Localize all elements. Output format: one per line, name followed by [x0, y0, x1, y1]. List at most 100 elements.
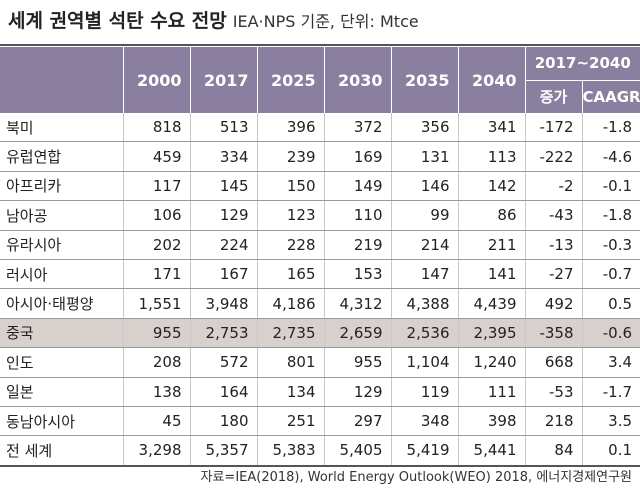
header-corner [0, 47, 124, 113]
top-rule [0, 44, 640, 46]
table-cell: 4,388 [391, 288, 459, 319]
table-cell: 99 [391, 200, 459, 231]
table-cell: 4,186 [257, 288, 325, 319]
table-cell: 5,405 [324, 435, 392, 467]
table-cell: 955 [123, 318, 191, 349]
table-cell: 134 [257, 377, 325, 407]
table-cell: 2,536 [391, 318, 459, 349]
table-cell: 2,735 [257, 318, 325, 349]
table-cell: 297 [324, 406, 392, 437]
region-name: 중국 [0, 318, 124, 349]
table-cell: -53 [525, 377, 583, 407]
table-cell: 2,753 [190, 318, 258, 349]
table-cell: 3.5 [582, 406, 640, 437]
header-year: 2017 [190, 47, 258, 113]
table-cell: -1.7 [582, 377, 640, 407]
table-cell: 224 [190, 230, 258, 260]
table-cell: 86 [458, 200, 526, 231]
table-cell: 251 [257, 406, 325, 437]
table-cell: -13 [525, 230, 583, 260]
region-name: 아프리카 [0, 171, 124, 202]
region-name: 러시아 [0, 259, 124, 290]
table-cell: 111 [458, 377, 526, 407]
table-cell: 356 [391, 113, 459, 143]
table-cell: -172 [525, 113, 583, 143]
table-cell: -0.3 [582, 230, 640, 260]
region-name: 인도 [0, 347, 124, 378]
table-cell: -27 [525, 259, 583, 290]
table-row: 동남아시아 45 180 251 297 348 398 218 3.5 [0, 406, 640, 437]
table-cell: 818 [123, 113, 191, 143]
table-cell: 131 [391, 141, 459, 172]
table-cell: 5,357 [190, 435, 258, 467]
table-cell: 145 [190, 171, 258, 202]
table-cell: -4.6 [582, 141, 640, 172]
table-row: 아프리카 117 145 150 149 146 142 -2 -0.1 [0, 171, 640, 202]
table-cell: 117 [123, 171, 191, 202]
header-year: 2000 [123, 47, 191, 113]
table-cell: -0.6 [582, 318, 640, 349]
table-cell: 153 [324, 259, 392, 290]
table-row: 중국 955 2,753 2,735 2,659 2,536 2,395 -358 -0.6 [0, 318, 640, 349]
table-cell: -1.8 [582, 200, 640, 231]
table-cell: 572 [190, 347, 258, 378]
table-cell: 150 [257, 171, 325, 202]
table-cell: 129 [190, 200, 258, 231]
header-year: 2030 [324, 47, 392, 113]
table-cell: 2,395 [458, 318, 526, 349]
table-cell: 668 [525, 347, 583, 378]
table-cell: 1,551 [123, 288, 191, 319]
table-cell: 164 [190, 377, 258, 407]
title-subtitle: IEA·NPS 기준, 단위: Mtce [232, 12, 419, 31]
header-year: 2040 [458, 47, 526, 113]
table-cell: 219 [324, 230, 392, 260]
table-cell: 492 [525, 288, 583, 319]
table-cell: 239 [257, 141, 325, 172]
coal-demand-table: 2000 2017 2025 2030 2035 2040 2017~2040 … [0, 47, 640, 467]
table-cell: 513 [190, 113, 258, 143]
region-name: 동남아시아 [0, 406, 124, 437]
table-cell: 955 [324, 347, 392, 378]
table-row: 북미 818 513 396 372 356 341 -172 -1.8 [0, 113, 640, 143]
table-cell: 2,659 [324, 318, 392, 349]
table-cell: 3,948 [190, 288, 258, 319]
region-name: 유럽연합 [0, 141, 124, 172]
table-cell: 138 [123, 377, 191, 407]
table-cell: 459 [123, 141, 191, 172]
table-row: 아시아·태평양 1,551 3,948 4,186 4,312 4,388 4,439 492… [0, 288, 640, 319]
table-cell: -222 [525, 141, 583, 172]
table-cell: 208 [123, 347, 191, 378]
table-cell: 146 [391, 171, 459, 202]
table-cell: 348 [391, 406, 459, 437]
region-name: 유라시아 [0, 230, 124, 260]
table-cell: 141 [458, 259, 526, 290]
table-row: 남아공 106 129 123 110 99 86 -43 -1.8 [0, 200, 640, 231]
table-cell: 3.4 [582, 347, 640, 378]
header-caagr: CAAGR [582, 80, 640, 113]
table-cell: 1,240 [458, 347, 526, 378]
table-row: 유럽연합 459 334 239 169 131 113 -222 -4.6 [0, 141, 640, 172]
region-name: 전 세계 [0, 435, 124, 467]
region-name: 북미 [0, 113, 124, 143]
table-cell: 165 [257, 259, 325, 290]
header-increase: 증가 [525, 80, 583, 113]
table-cell: 119 [391, 377, 459, 407]
table-row: 일본 138 164 134 129 119 111 -53 -1.7 [0, 377, 640, 407]
region-name: 아시아·태평양 [0, 288, 124, 319]
table-cell: 167 [190, 259, 258, 290]
table-cell: 147 [391, 259, 459, 290]
table-cell: 4,439 [458, 288, 526, 319]
table-cell: -2 [525, 171, 583, 202]
table-cell: 45 [123, 406, 191, 437]
table-cell: 4,312 [324, 288, 392, 319]
table-cell: 801 [257, 347, 325, 378]
header-year: 2025 [257, 47, 325, 113]
table-cell: 1,104 [391, 347, 459, 378]
header-range: 2017~2040 [525, 47, 640, 81]
region-name: 일본 [0, 377, 124, 407]
table-row: 인도 208 572 801 955 1,104 1,240 668 3.4 [0, 347, 640, 378]
table-cell: 129 [324, 377, 392, 407]
table-cell: 334 [190, 141, 258, 172]
table-cell: -0.1 [582, 171, 640, 202]
table-cell: 142 [458, 171, 526, 202]
